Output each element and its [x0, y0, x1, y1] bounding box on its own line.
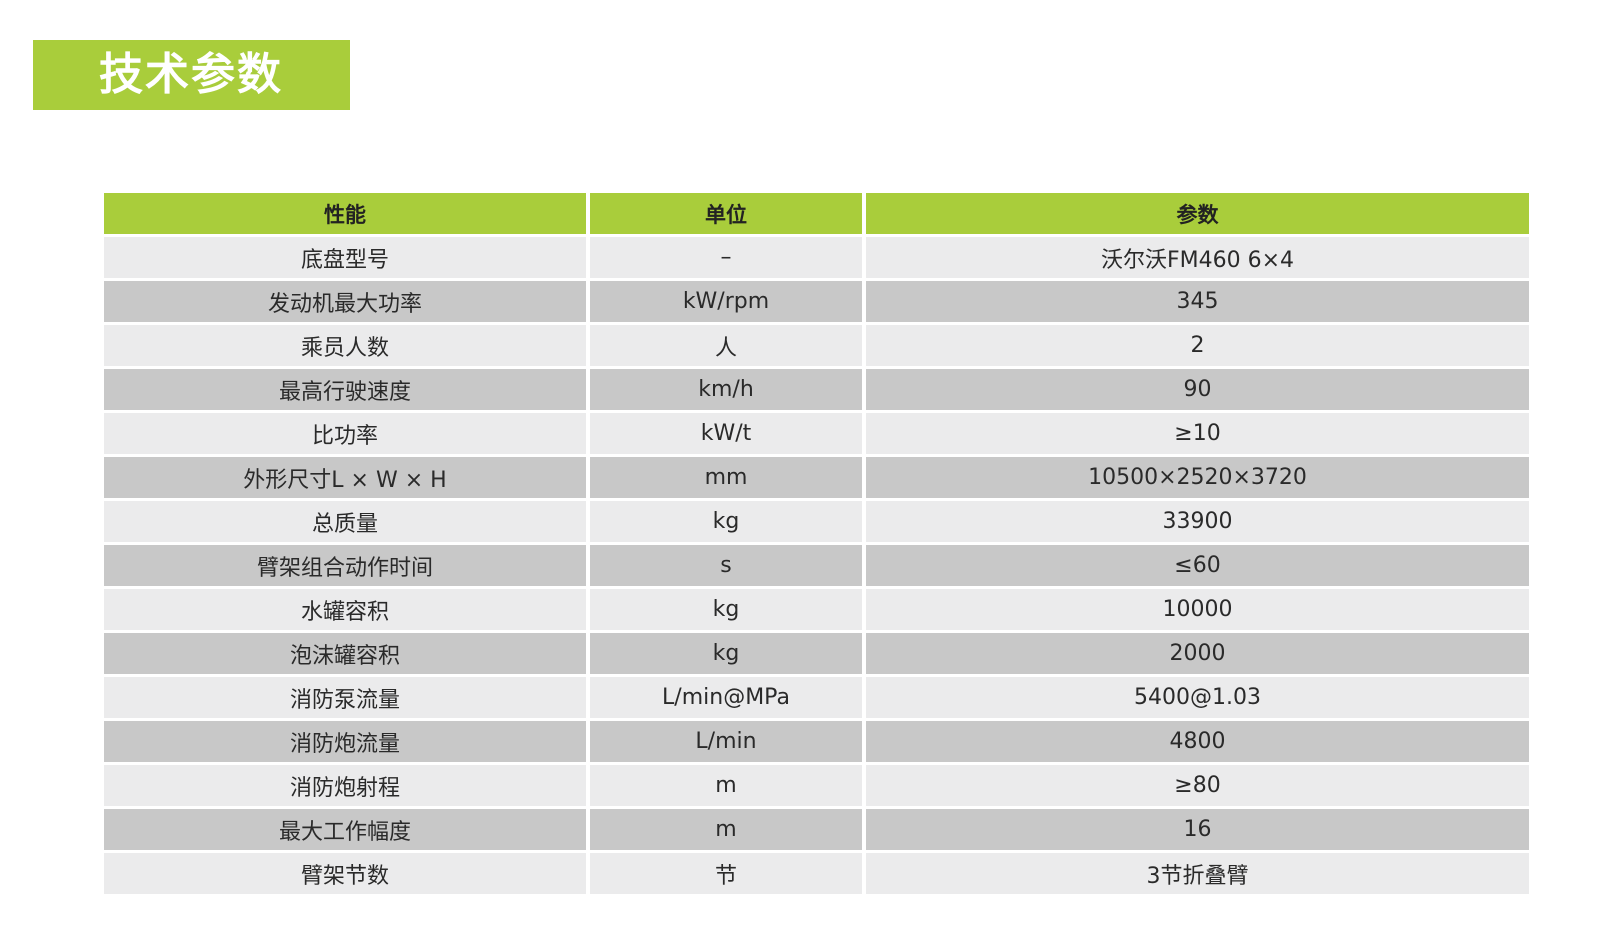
value-cell: 16 [866, 809, 1529, 850]
value-cell: 90 [866, 369, 1529, 410]
unit-cell: kg [590, 589, 862, 630]
section-title-banner: 技术参数 [33, 40, 350, 110]
header-value: 参数 [866, 193, 1529, 234]
performance-cell: 水罐容积 [104, 589, 586, 630]
unit-cell: s [590, 545, 862, 586]
unit-cell: kW/rpm [590, 281, 862, 322]
unit-cell: L/min@MPa [590, 677, 862, 718]
value-cell: ≤60 [866, 545, 1529, 586]
performance-cell: 消防炮射程 [104, 765, 586, 806]
value-cell: 2 [866, 325, 1529, 366]
performance-cell: 消防泵流量 [104, 677, 586, 718]
unit-cell: km/h [590, 369, 862, 410]
spec-table: 性能 单位 参数 底盘型号 – 沃尔沃FM460 6×4 发动机最大功率 kW/rpm 3… [104, 193, 1529, 894]
unit-cell: m [590, 765, 862, 806]
performance-cell: 最大工作幅度 [104, 809, 586, 850]
unit-cell: L/min [590, 721, 862, 762]
value-cell: 沃尔沃FM460 6×4 [866, 237, 1529, 278]
header-performance: 性能 [104, 193, 586, 234]
value-cell: 5400@1.03 [866, 677, 1529, 718]
performance-cell: 最高行驶速度 [104, 369, 586, 410]
value-cell: 4800 [866, 721, 1529, 762]
performance-cell: 外形尺寸L × W × H [104, 457, 586, 498]
performance-cell: 消防炮流量 [104, 721, 586, 762]
unit-cell: kg [590, 633, 862, 674]
value-cell: 33900 [866, 501, 1529, 542]
performance-cell: 乘员人数 [104, 325, 586, 366]
unit-cell: kg [590, 501, 862, 542]
value-cell: 2000 [866, 633, 1529, 674]
performance-cell: 底盘型号 [104, 237, 586, 278]
unit-cell: – [590, 237, 862, 278]
value-cell: 10500×2520×3720 [866, 457, 1529, 498]
unit-cell: m [590, 809, 862, 850]
section-title: 技术参数 [99, 49, 283, 100]
unit-cell: 人 [590, 325, 862, 366]
performance-cell: 臂架组合动作时间 [104, 545, 586, 586]
performance-cell: 臂架节数 [104, 853, 586, 894]
header-unit: 单位 [590, 193, 862, 234]
performance-cell: 泡沫罐容积 [104, 633, 586, 674]
value-cell: 345 [866, 281, 1529, 322]
unit-cell: mm [590, 457, 862, 498]
performance-cell: 总质量 [104, 501, 586, 542]
value-cell: ≥80 [866, 765, 1529, 806]
value-cell: 3节折叠臂 [866, 853, 1529, 894]
performance-cell: 发动机最大功率 [104, 281, 586, 322]
value-cell: ≥10 [866, 413, 1529, 454]
unit-cell: kW/t [590, 413, 862, 454]
performance-cell: 比功率 [104, 413, 586, 454]
value-cell: 10000 [866, 589, 1529, 630]
unit-cell: 节 [590, 853, 862, 894]
